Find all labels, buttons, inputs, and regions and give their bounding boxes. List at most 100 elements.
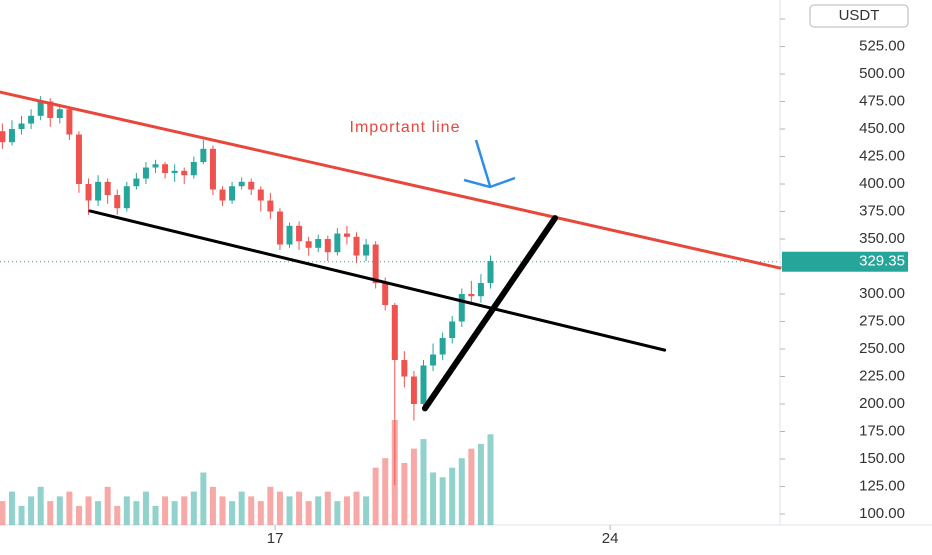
candle-body (95, 181, 102, 201)
volume-bar (152, 505, 159, 525)
candle-body (324, 239, 331, 253)
volume-bar (458, 458, 465, 525)
candle-body (104, 181, 111, 196)
volume-bar (468, 448, 475, 525)
volume-bar (18, 505, 25, 525)
volume-bar (248, 496, 255, 525)
volume-bar (477, 443, 484, 525)
y-tick-label: 150.00 (859, 450, 905, 467)
y-tick-label: 225.00 (859, 367, 905, 384)
candle-body (200, 148, 207, 163)
candle-body (209, 148, 216, 190)
volume-bar (66, 491, 73, 525)
y-tick-label: 525.00 (859, 37, 905, 54)
volume-bar (238, 491, 245, 525)
candle-body (449, 321, 456, 339)
volume-bar (420, 439, 427, 525)
candle-body (372, 244, 379, 284)
candle-body (238, 181, 245, 187)
candle-body (439, 338, 446, 355)
volume-bar (229, 501, 236, 525)
candle-body (162, 164, 169, 174)
volume-bar (190, 491, 197, 525)
candle-body (420, 365, 427, 405)
candle-body (286, 225, 293, 245)
candle-body (276, 211, 283, 245)
plot-area (0, 90, 782, 525)
volume-bar (449, 467, 456, 525)
candle-body (353, 236, 360, 256)
volume-bar (276, 491, 283, 525)
candle-body (28, 115, 35, 124)
candle-body (257, 189, 264, 201)
arrow-head (463, 176, 516, 189)
volume-bar (363, 496, 370, 525)
volume-bar (209, 486, 216, 525)
y-tick-label: 300.00 (859, 285, 905, 302)
arrow-shaft (474, 139, 492, 187)
candle-body (267, 200, 274, 212)
y-tick-label: 450.00 (859, 120, 905, 137)
y-tick-label: 375.00 (859, 202, 905, 219)
volume-bar (487, 434, 494, 525)
volume-bar (315, 496, 322, 525)
candle-body (296, 225, 303, 242)
y-tick-label: 100.00 (859, 505, 905, 522)
y-tick-label: 500.00 (859, 65, 905, 82)
candle-body (229, 186, 236, 201)
volume-bar (75, 505, 82, 525)
volume-bar (343, 496, 350, 525)
candle-body (410, 376, 417, 405)
volume-bar (8, 491, 15, 525)
candle-body (382, 283, 389, 306)
y-tick-label: 400.00 (859, 175, 905, 192)
y-tick-label: 125.00 (859, 477, 905, 494)
y-tick-label: 200.00 (859, 395, 905, 412)
volume-bar (401, 462, 408, 525)
candle-body (363, 244, 370, 256)
annotation: Important line (350, 119, 461, 136)
volume-bar (133, 501, 140, 525)
candle-body (401, 360, 408, 377)
candle-body (487, 261, 494, 284)
candle-body (8, 129, 15, 143)
volume-bar (162, 496, 169, 525)
candle-body (190, 162, 197, 176)
volume-bar (296, 491, 303, 525)
volume-bar (257, 501, 264, 525)
volume-bar (85, 496, 92, 525)
volume-bar (28, 496, 35, 525)
x-tick-label: 24 (602, 530, 619, 547)
volume-bar (267, 486, 274, 525)
candle-body (458, 294, 465, 322)
y-tick-label: 175.00 (859, 422, 905, 439)
volume-bar (47, 501, 54, 525)
candle-body (123, 186, 130, 209)
candle-body (219, 189, 226, 201)
candle-body (181, 170, 188, 176)
trend-line (0, 90, 782, 270)
volume-bar (200, 472, 207, 525)
volume-bar (324, 491, 331, 525)
candle-body (0, 131, 6, 143)
currency-box (809, 4, 909, 28)
candle-body (391, 305, 398, 361)
volume-bar (37, 486, 44, 525)
candle-body (171, 170, 178, 174)
candle-body (114, 195, 121, 209)
candle-body (152, 164, 159, 168)
candle-body (18, 123, 25, 130)
volume-bar (104, 486, 111, 525)
volume-bar (219, 496, 226, 525)
candle-body (142, 167, 149, 179)
volume-bar (95, 501, 102, 525)
volume-bar (142, 491, 149, 525)
volume-bar (410, 448, 417, 525)
candle-body (468, 294, 475, 297)
volume-bar (171, 501, 178, 525)
candle-body (66, 109, 73, 135)
last-price-box (782, 251, 908, 272)
volume-bar (286, 496, 293, 525)
